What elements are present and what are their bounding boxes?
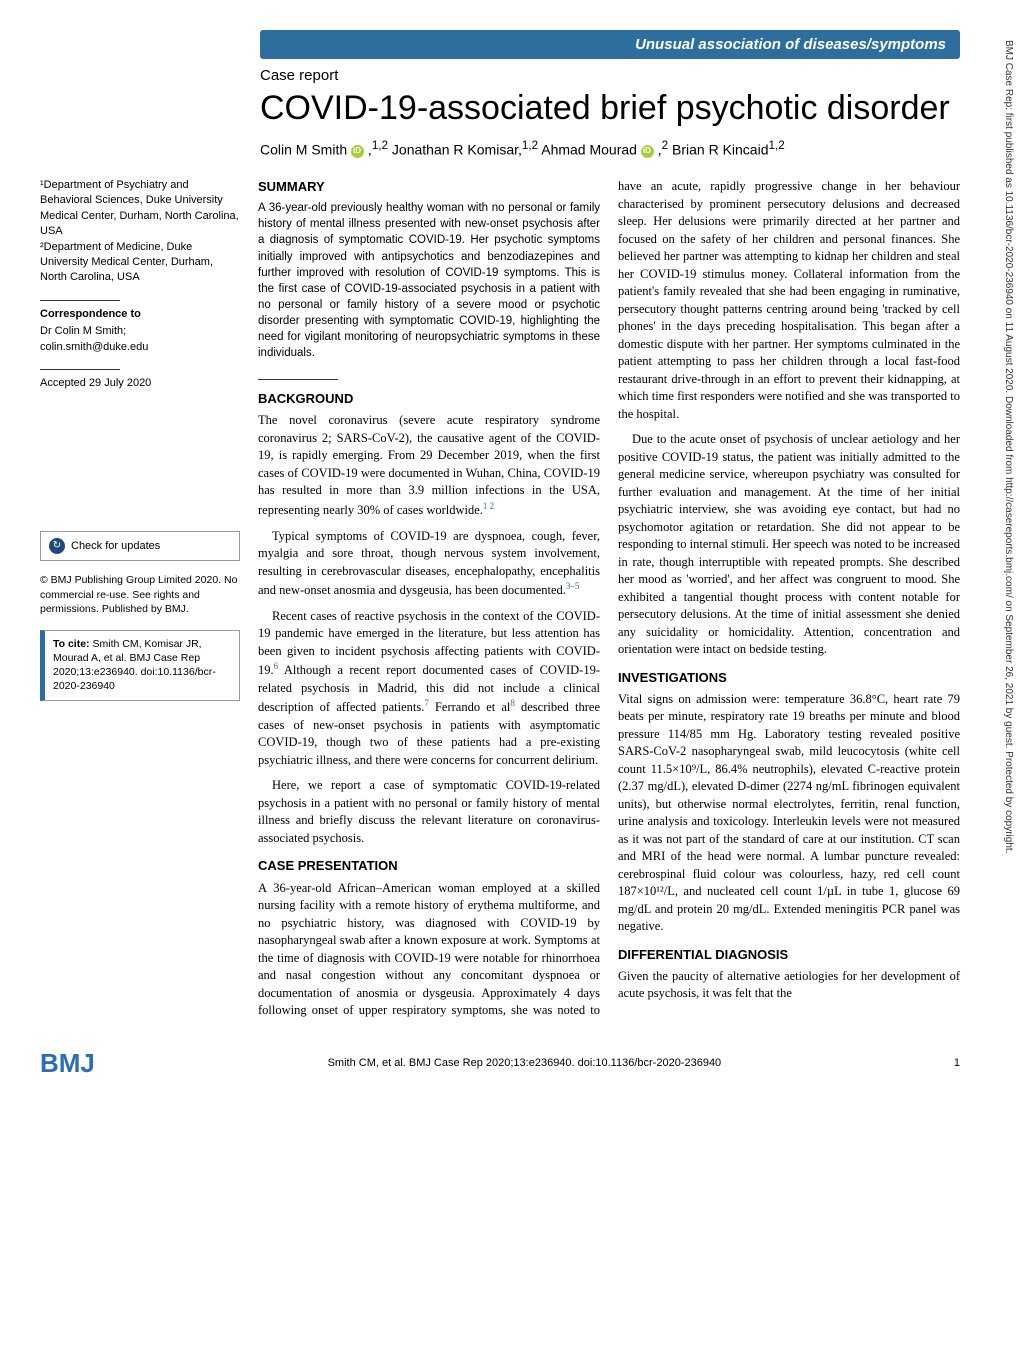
author-1-aff: 1,2: [372, 139, 388, 152]
orcid-icon[interactable]: [351, 145, 364, 158]
case-p2: Due to the acute onset of psychosis of u…: [618, 431, 960, 659]
article-title: COVID-19-associated brief psychotic diso…: [260, 90, 960, 127]
case-presentation-heading: CASE PRESENTATION: [258, 857, 600, 875]
affiliation-1: ¹Department of Psychiatry and Behavioral…: [40, 178, 240, 240]
affiliation-2: ²Department of Medicine, Duke University…: [40, 240, 240, 286]
ref-3-5[interactable]: 3–5: [566, 581, 580, 591]
page-footer: BMJ Smith CM, et al. BMJ Case Rep 2020;1…: [0, 1040, 1020, 1093]
bmj-logo: BMJ: [40, 1048, 95, 1079]
investigations-heading: INVESTIGATIONS: [618, 669, 960, 687]
differential-heading: DIFFERENTIAL DIAGNOSIS: [618, 946, 960, 964]
check-updates-icon: ↻: [49, 538, 65, 554]
author-2-aff: 1,2: [522, 139, 538, 152]
copyright-text: © BMJ Publishing Group Limited 2020. No …: [40, 573, 240, 616]
check-updates-button[interactable]: ↻ Check for updates: [40, 531, 240, 561]
author-2: Jonathan R Komisar,: [392, 142, 522, 158]
background-heading: BACKGROUND: [258, 390, 600, 408]
background-p4: Here, we report a case of symptomatic CO…: [258, 777, 600, 847]
check-updates-label: Check for updates: [71, 539, 160, 554]
affiliations: ¹Department of Psychiatry and Behavioral…: [40, 178, 240, 286]
divider: [258, 379, 338, 380]
divider: [40, 369, 120, 370]
citation-box: To cite: Smith CM, Komisar JR, Mourad A,…: [40, 630, 240, 701]
author-1: Colin M Smith: [260, 142, 347, 158]
vertical-download-info: BMJ Case Rep: first published as 10.1136…: [1003, 40, 1014, 1320]
author-4: Brian R Kincaid: [672, 142, 769, 158]
page-number: 1: [954, 1057, 960, 1069]
case-report-label: Case report: [260, 67, 960, 84]
main-text: SUMMARY A 36-year-old previously healthy…: [258, 178, 960, 1020]
author-3: Ahmad Mourad: [541, 142, 637, 158]
divider: [40, 300, 120, 301]
investigations-p1: Vital signs on admission were: temperatu…: [618, 691, 960, 936]
correspondence-label: Correspondence to: [40, 307, 240, 322]
author-4-aff: 1,2: [769, 139, 785, 152]
background-p3: Recent cases of reactive psychosis in th…: [258, 608, 600, 770]
authors-line: Colin M Smith ,1,2 Jonathan R Komisar,1,…: [260, 139, 960, 158]
orcid-icon[interactable]: [641, 145, 654, 158]
author-3-aff: 2: [662, 139, 668, 152]
footer-citation: Smith CM, et al. BMJ Case Rep 2020;13:e2…: [328, 1057, 722, 1069]
cite-label: To cite:: [53, 638, 90, 650]
background-p1: The novel coronavirus (severe acute resp…: [258, 412, 600, 519]
summary-heading: SUMMARY: [258, 178, 600, 196]
accepted-date: Accepted 29 July 2020: [40, 376, 240, 391]
section-banner: Unusual association of diseases/symptoms: [260, 30, 960, 59]
differential-p1: Given the paucity of alternative aetiolo…: [618, 968, 960, 1003]
background-p2: Typical symptoms of COVID-19 are dyspnoe…: [258, 528, 600, 600]
ref-1-2[interactable]: 1 2: [483, 501, 494, 511]
summary-body: A 36-year-old previously healthy woman w…: [258, 200, 600, 361]
sidebar-column: ¹Department of Psychiatry and Behavioral…: [40, 178, 240, 1020]
correspondence-body: Dr Colin M Smith; colin.smith@duke.edu: [40, 324, 240, 355]
